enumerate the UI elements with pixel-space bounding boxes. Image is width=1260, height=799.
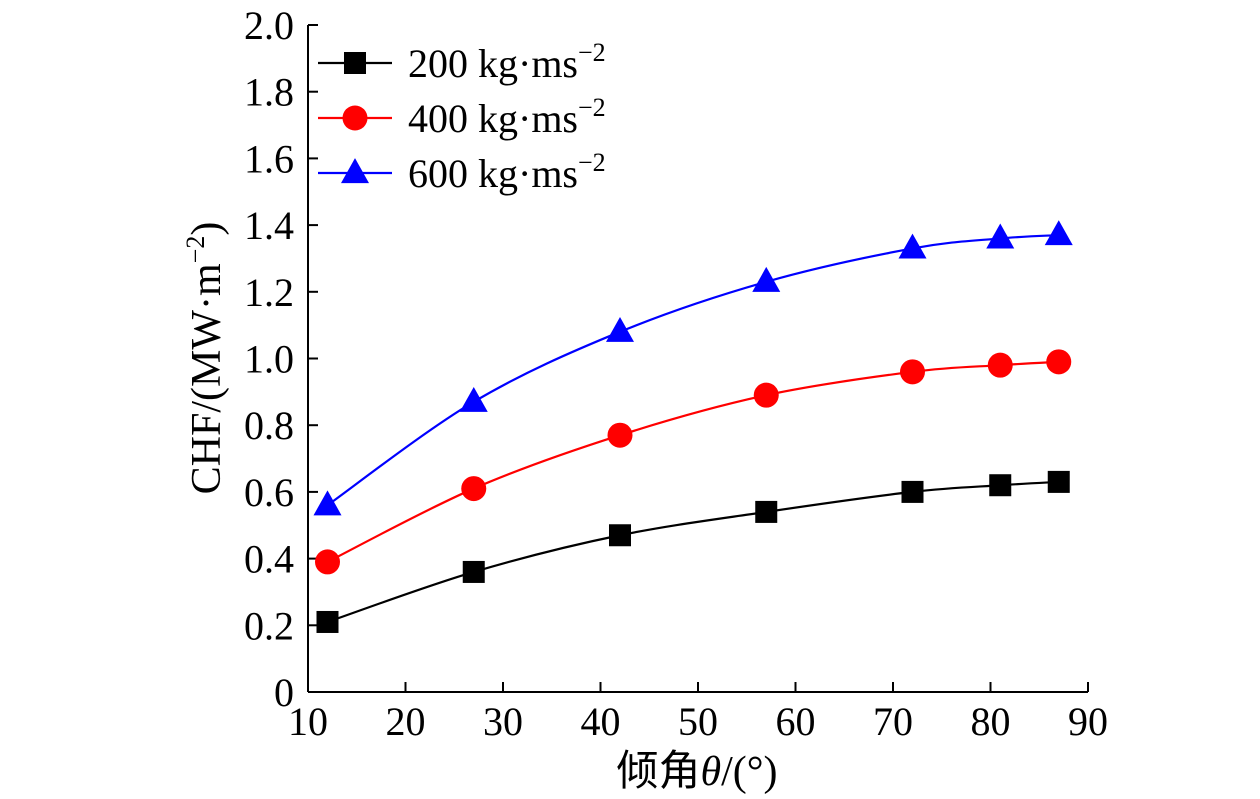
x-axis-title: 倾角θ/(°)	[616, 749, 777, 795]
data-point	[989, 474, 1012, 497]
data-point	[313, 490, 342, 516]
legend-entry: 200 kg·ms−2	[318, 38, 606, 86]
data-point	[459, 386, 488, 412]
x-tick-label: 50	[678, 699, 718, 744]
x-axis-title-prefix: 倾角	[616, 749, 700, 795]
y-tick-label: 1.2	[244, 270, 294, 315]
y-tick-label: 0	[274, 670, 294, 715]
y-axis-title: CHF/(MW·m−2)	[181, 222, 230, 495]
data-point	[900, 359, 925, 385]
data-point	[901, 480, 924, 503]
x-tick-label: 80	[971, 699, 1011, 744]
data-point	[1047, 470, 1070, 493]
series-circle	[315, 349, 1072, 575]
data-point	[315, 549, 340, 575]
x-tick-label: 20	[386, 699, 426, 744]
data-point	[1044, 220, 1073, 246]
legend: 200 kg·ms−2 400 kg·ms−2 600 kg·ms−2	[318, 38, 606, 196]
x-tick-label: 30	[483, 699, 523, 744]
legend-marker	[344, 52, 366, 74]
legend-label: 400 kg·ms−2	[408, 93, 606, 141]
x-axis-title-symbol: θ	[700, 749, 721, 795]
data-point	[606, 316, 634, 342]
x-tick-label: 70	[873, 699, 913, 744]
legend-entry: 600 kg·ms−2	[318, 148, 606, 196]
data-point	[753, 382, 779, 408]
x-tick-label: 60	[776, 699, 816, 744]
legend-marker	[341, 158, 369, 184]
data-point	[461, 476, 487, 502]
y-tick-label: 1.6	[244, 136, 294, 181]
y-axis-title-close: )	[184, 222, 230, 236]
x-tick-label: 90	[1068, 699, 1108, 744]
legend-label: 600 kg·ms−2	[408, 148, 606, 196]
y-tick-label: 0.4	[244, 537, 294, 582]
data-point	[609, 524, 631, 547]
y-tick-label: 1.4	[244, 203, 294, 248]
data-point	[607, 422, 633, 448]
x-tick-label: 40	[581, 699, 621, 744]
data-point	[986, 223, 1015, 249]
data-point	[898, 233, 927, 259]
y-axis-title-main: CHF/(MW·m	[184, 263, 230, 494]
series-line	[326, 234, 1059, 507]
data-point	[987, 352, 1013, 378]
data-point	[316, 610, 339, 633]
y-tick-label: 0.6	[244, 470, 294, 515]
y-tick-label: 0.2	[244, 603, 294, 648]
y-tick-label: 2.0	[244, 3, 294, 48]
axes: 0 0.2 0.4 0.6 0.8 1.0 1.2 1.4 1.6 1.8 2.0 10 20 30 40 5…	[244, 3, 1108, 744]
data-point	[755, 500, 778, 523]
series-line	[327, 480, 1059, 624]
series-triangle	[313, 220, 1073, 516]
data-point	[1046, 349, 1072, 375]
y-tick-label: 1.8	[244, 70, 294, 115]
series-square	[316, 470, 1070, 633]
series-layer	[313, 220, 1073, 633]
y-tick-label: 1.0	[244, 337, 294, 382]
y-tick-label: 0.8	[244, 403, 294, 448]
legend-marker	[342, 105, 368, 131]
x-tick-label: 10	[288, 699, 328, 744]
x-axis-title-suffix: /(°)	[721, 749, 777, 795]
legend-entry: 400 kg·ms−2	[318, 93, 606, 141]
series-line	[327, 360, 1059, 563]
data-point	[752, 266, 781, 292]
y-axis-title-sup: −2	[181, 236, 210, 264]
data-point	[462, 560, 485, 583]
legend-label: 200 kg·ms−2	[408, 38, 606, 86]
